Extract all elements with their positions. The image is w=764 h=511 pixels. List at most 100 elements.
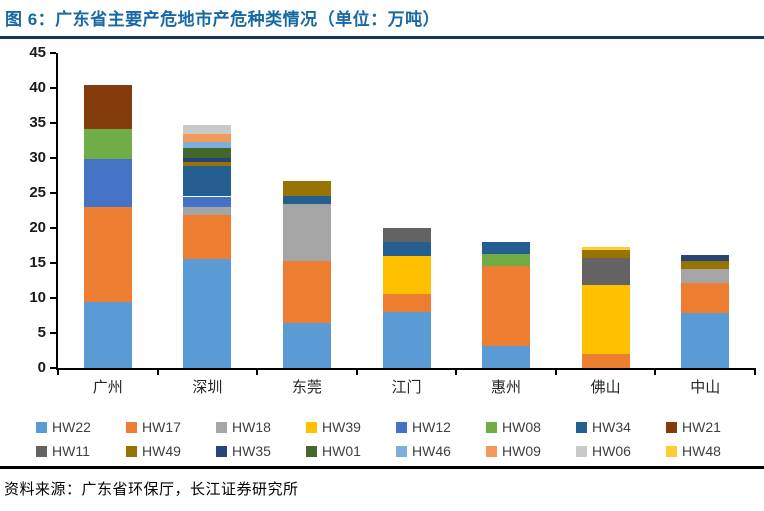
x-axis-tick	[554, 370, 557, 375]
y-axis-tick	[50, 332, 56, 334]
legend-label: HW34	[592, 419, 631, 435]
bar-segment-HW49	[681, 260, 730, 269]
legend-swatch-icon	[36, 422, 47, 433]
bar-segment-HW08	[83, 129, 132, 160]
legend-label: HW21	[682, 419, 721, 435]
y-axis-label: 15	[29, 254, 46, 271]
y-axis-label: 5	[37, 324, 46, 341]
bar-segment-HW17	[83, 207, 132, 302]
bar-segment-HW21	[83, 85, 132, 130]
bar-segment-HW48	[581, 246, 630, 251]
legend-label: HW06	[592, 443, 631, 459]
bar-segment-HW11	[581, 258, 630, 285]
legend-label: HW17	[142, 419, 181, 435]
y-axis-label: 40	[29, 79, 46, 96]
x-axis-line	[56, 368, 756, 370]
bar-segment-HW18	[183, 207, 232, 215]
legend-swatch-icon	[486, 422, 497, 433]
y-axis-tick	[50, 367, 56, 369]
bar-segment-HW18	[681, 268, 730, 284]
legend-label: HW09	[502, 443, 541, 459]
x-axis-tick	[754, 370, 756, 375]
x-axis-label: 佛山	[590, 379, 621, 396]
bar-segment-HW12	[83, 159, 132, 207]
legend-swatch-icon	[396, 422, 407, 433]
bar-segment-HW09	[183, 134, 232, 142]
legend-label: HW46	[412, 443, 451, 459]
bar-segment-HW17	[183, 214, 232, 259]
legend-swatch-icon	[486, 446, 497, 457]
bar-segment-HW22	[183, 258, 232, 368]
bar-segment-HW06	[183, 125, 232, 135]
bar-segment-HW22	[681, 313, 730, 368]
bar-segment-HW17	[482, 265, 531, 346]
bar-segment-HW17	[681, 283, 730, 314]
bar-segment-HW35	[183, 158, 232, 162]
bar-segment-HW12	[183, 196, 232, 207]
y-axis-tick	[50, 87, 56, 89]
bar-segment-HW34	[183, 166, 232, 197]
bar-segment-HW17	[382, 293, 431, 312]
x-axis-label: 东莞	[291, 379, 322, 396]
chart-legend: HW22 HW17 HW18 HW39 HW12 HW08 HW34 HW21 HW11 HW49…	[0, 414, 764, 466]
y-axis-tick	[50, 262, 56, 264]
bar-segment-HW08	[482, 253, 531, 266]
bar-segment-HW17	[282, 260, 331, 324]
legend-swatch-icon	[666, 422, 677, 433]
title-divider	[0, 36, 764, 39]
y-axis-tick	[50, 297, 56, 299]
legend-label: HW01	[322, 443, 361, 459]
legend-label: HW39	[322, 419, 361, 435]
footer-divider	[0, 466, 764, 469]
legend-swatch-icon	[576, 446, 587, 457]
source-note: 资料来源：广东省环保厅，长江证券研究所	[4, 481, 299, 498]
legend-swatch-icon	[126, 446, 137, 457]
bar-segment-HW11	[382, 228, 431, 242]
bar-segment-HW49	[282, 181, 331, 196]
x-axis-tick	[455, 370, 458, 375]
bar-segment-HW39	[382, 256, 431, 294]
x-axis-label: 深圳	[192, 379, 223, 396]
y-axis-label: 20	[29, 219, 46, 236]
legend-swatch-icon	[306, 446, 317, 457]
legend-swatch-icon	[36, 446, 47, 457]
bar-segment-HW34	[482, 242, 531, 254]
y-axis-label: 10	[29, 289, 46, 306]
legend-swatch-icon	[216, 446, 227, 457]
x-axis-tick	[57, 370, 59, 375]
bar-segment-HW34	[282, 195, 331, 205]
y-axis-line	[56, 53, 58, 370]
legend-label: HW18	[232, 419, 271, 435]
legend-label: HW08	[502, 419, 541, 435]
y-axis-tick	[50, 157, 56, 159]
bar-segment-HW22	[83, 301, 132, 368]
legend-label: HW12	[412, 419, 451, 435]
x-axis-label: 惠州	[491, 379, 522, 396]
x-axis-tick	[156, 370, 159, 375]
legend-swatch-icon	[666, 446, 677, 457]
y-axis-label: 45	[29, 44, 46, 61]
legend-swatch-icon	[306, 422, 317, 433]
legend-swatch-icon	[216, 422, 227, 433]
legend-swatch-icon	[396, 446, 407, 457]
x-axis-tick	[256, 370, 259, 375]
legend-label: HW35	[232, 443, 271, 459]
bar-segment-HW01	[183, 148, 232, 158]
stacked-bar-chart: 0 5 10 15 20 25 30 35 40 45 广州 深圳 东莞 江门 惠州 佛山 中山	[0, 40, 764, 415]
y-axis-label: 25	[29, 184, 46, 201]
bar-segment-HW49	[581, 250, 630, 259]
x-axis-label: 广州	[92, 379, 123, 396]
y-axis-tick	[50, 227, 56, 229]
bar-segment-HW22	[482, 345, 531, 368]
x-axis-tick	[654, 370, 657, 375]
x-axis-label: 中山	[690, 379, 721, 396]
bar-segment-HW18	[282, 204, 331, 261]
bar-segment-HW46	[183, 141, 232, 149]
bar-segment-HW22	[282, 323, 331, 368]
y-axis-tick	[50, 52, 56, 54]
y-axis-label: 0	[37, 359, 46, 376]
figure-title: 图 6：广东省主要产危地市产危种类情况（单位：万吨）	[5, 10, 441, 29]
legend-label: HW22	[52, 419, 91, 435]
bar-segment-HW35	[681, 255, 730, 261]
